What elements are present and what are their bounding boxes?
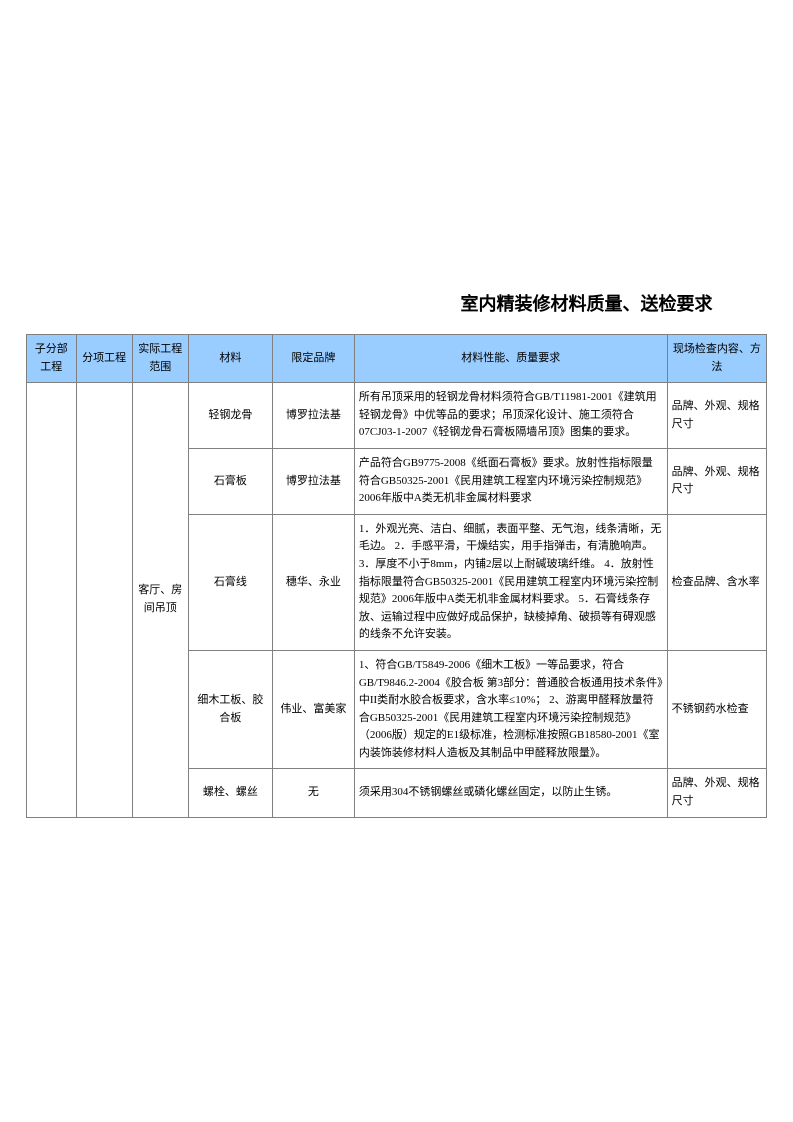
table-row: 客厅、房间吊顶 轻钢龙骨 博罗拉法基 所有吊顶采用的轻钢龙骨材料须符合GB/T1… — [27, 383, 767, 449]
page-title: 室内精装修材料质量、送检要求 — [26, 290, 767, 316]
cell-brand: 博罗拉法基 — [272, 448, 354, 514]
cell-material: 石膏线 — [188, 514, 272, 650]
cell-inspection: 检查品牌、含水率 — [667, 514, 766, 650]
cell-brand: 无 — [272, 769, 354, 817]
cell-material: 石膏板 — [188, 448, 272, 514]
cell-requirement: 1．外观光亮、洁白、细腻，表面平整、无气泡，线条清晰，无毛边。 2．手感平滑，干… — [354, 514, 667, 650]
header-col6: 现场检查内容、方法 — [667, 335, 766, 383]
cell-brand: 穗华、永业 — [272, 514, 354, 650]
cell-subproject — [76, 383, 132, 817]
cell-inspection: 品牌、外观、规格尺寸 — [667, 383, 766, 449]
header-col1: 分项工程 — [76, 335, 132, 383]
cell-requirement: 1、符合GB/T5849-2006《细木工板》一等品要求，符合GB/T9846.… — [354, 650, 667, 769]
cell-inspection: 不锈钢药水检查 — [667, 650, 766, 769]
page-content: 室内精装修材料质量、送检要求 子分部工程 分项工程 实际工程范围 材料 限定品牌… — [0, 0, 793, 818]
table-body: 客厅、房间吊顶 轻钢龙骨 博罗拉法基 所有吊顶采用的轻钢龙骨材料须符合GB/T1… — [27, 383, 767, 817]
cell-inspection: 品牌、外观、规格尺寸 — [667, 769, 766, 817]
materials-table: 子分部工程 分项工程 实际工程范围 材料 限定品牌 材料性能、质量要求 现场检查… — [26, 334, 767, 818]
header-col5: 材料性能、质量要求 — [354, 335, 667, 383]
cell-requirement: 须采用304不锈钢螺丝或磷化螺丝固定，以防止生锈。 — [354, 769, 667, 817]
header-col2: 实际工程范围 — [132, 335, 188, 383]
header-col0: 子分部工程 — [27, 335, 77, 383]
cell-material: 细木工板、胶合板 — [188, 650, 272, 769]
table-header-row: 子分部工程 分项工程 实际工程范围 材料 限定品牌 材料性能、质量要求 现场检查… — [27, 335, 767, 383]
cell-brand: 伟业、富美家 — [272, 650, 354, 769]
cell-requirement: 所有吊顶采用的轻钢龙骨材料须符合GB/T11981-2001《建筑用轻钢龙骨》中… — [354, 383, 667, 449]
cell-material: 螺栓、螺丝 — [188, 769, 272, 817]
cell-brand: 博罗拉法基 — [272, 383, 354, 449]
header-col4: 限定品牌 — [272, 335, 354, 383]
cell-material: 轻钢龙骨 — [188, 383, 272, 449]
cell-inspection: 品牌、外观、规格尺寸 — [667, 448, 766, 514]
cell-requirement: 产品符合GB9775-2008《纸面石膏板》要求。放射性指标限量符合GB5032… — [354, 448, 667, 514]
header-col3: 材料 — [188, 335, 272, 383]
cell-scope: 客厅、房间吊顶 — [132, 383, 188, 817]
cell-subdivision — [27, 383, 77, 817]
